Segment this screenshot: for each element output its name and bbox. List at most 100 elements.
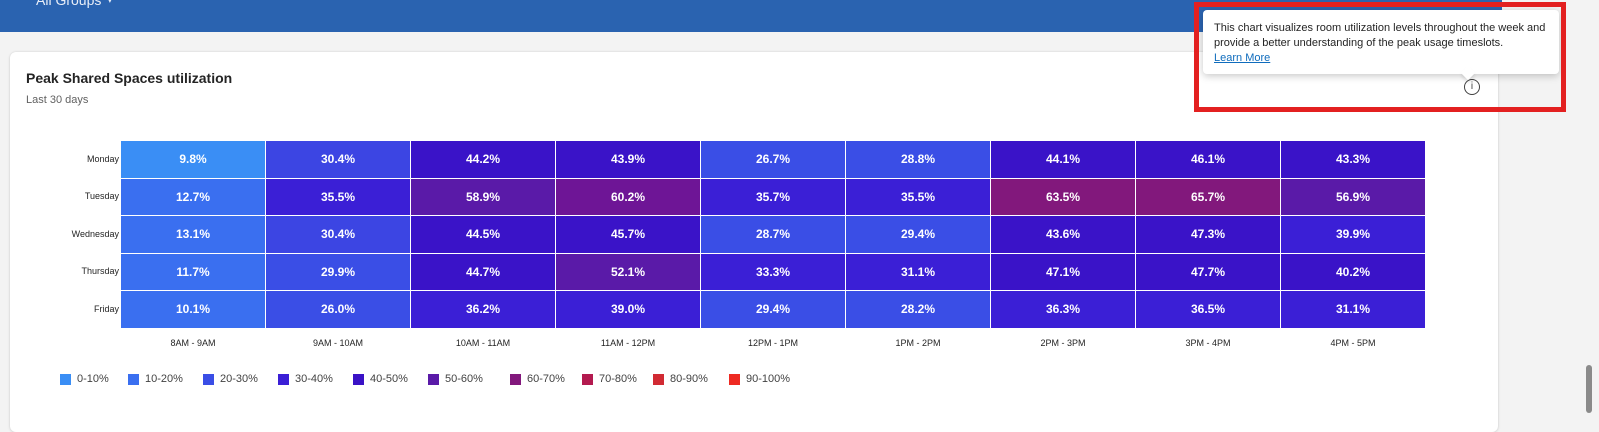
heatmap-cell[interactable]: 35.5% bbox=[846, 178, 990, 215]
legend-label: 20-30% bbox=[220, 373, 258, 385]
column-label: 9AM - 10AM bbox=[312, 337, 363, 348]
learn-more-link[interactable]: Learn More bbox=[1214, 52, 1271, 64]
heatmap-cell[interactable]: 39.0% bbox=[556, 291, 700, 328]
legend-label: 40-50% bbox=[370, 373, 408, 385]
legend-item[interactable]: 0-10% bbox=[60, 373, 109, 385]
card-title: Peak Shared Spaces utilization bbox=[26, 70, 233, 86]
row-label-thursday: Thursday bbox=[81, 266, 119, 277]
legend-swatch bbox=[278, 373, 289, 385]
legend-label: 30-40% bbox=[295, 373, 333, 385]
info-icon[interactable]: i bbox=[1464, 79, 1480, 95]
heatmap-cell[interactable]: 33.3% bbox=[701, 253, 845, 290]
row-label-tuesday: Tuesday bbox=[84, 191, 119, 202]
heatmap-cell[interactable]: 30.4% bbox=[266, 141, 410, 178]
group-selector-label: All Groups bbox=[36, 0, 102, 8]
heatmap-cell[interactable]: 40.2% bbox=[1281, 253, 1425, 290]
heatmap-cell[interactable]: 26.7% bbox=[701, 141, 845, 178]
legend-swatch bbox=[203, 373, 214, 385]
heatmap-cell[interactable]: 36.5% bbox=[1136, 291, 1280, 328]
heatmap-cell[interactable]: 36.2% bbox=[411, 291, 555, 328]
column-label: 4PM - 5PM bbox=[1330, 337, 1376, 348]
heatmap-cell[interactable]: 28.7% bbox=[701, 216, 845, 253]
heatmap-cell[interactable]: 31.1% bbox=[1281, 291, 1425, 328]
heatmap-cell[interactable]: 65.7% bbox=[1136, 178, 1280, 215]
legend-swatch bbox=[653, 373, 664, 385]
heatmap-cell[interactable]: 28.2% bbox=[846, 291, 990, 328]
heatmap-cell[interactable]: 12.7% bbox=[121, 178, 265, 215]
heatmap-cell[interactable]: 47.7% bbox=[1136, 253, 1280, 290]
heatmap-cell[interactable]: 63.5% bbox=[991, 178, 1135, 215]
legend-label: 80-90% bbox=[670, 373, 708, 385]
heatmap-cell[interactable]: 60.2% bbox=[556, 178, 700, 215]
heatmap-cell[interactable]: 9.8% bbox=[121, 141, 265, 178]
heatmap-cell[interactable]: 56.9% bbox=[1281, 178, 1425, 215]
legend-label: 50-60% bbox=[445, 373, 483, 385]
heatmap-cell[interactable]: 43.9% bbox=[556, 141, 700, 178]
heatmap-cell[interactable]: 46.1% bbox=[1136, 141, 1280, 178]
heatmap-cell[interactable]: 52.1% bbox=[556, 253, 700, 290]
heatmap-cell[interactable]: 44.7% bbox=[411, 253, 555, 290]
heatmap-cell[interactable]: 44.5% bbox=[411, 216, 555, 253]
heatmap-cell[interactable]: 39.9% bbox=[1281, 216, 1425, 253]
heatmap-cell[interactable]: 44.1% bbox=[991, 141, 1135, 178]
row-label-monday: Monday bbox=[86, 153, 119, 164]
heatmap-cell[interactable]: 28.8% bbox=[846, 141, 990, 178]
tooltip-text: This chart visualizes room utilization l… bbox=[1214, 22, 1546, 49]
legend-item[interactable]: 90-100% bbox=[729, 373, 790, 385]
scrollbar-thumb[interactable] bbox=[1586, 365, 1592, 413]
info-tooltip: This chart visualizes room utilization l… bbox=[1203, 10, 1559, 81]
legend-swatch bbox=[582, 373, 593, 385]
heatmap-cell[interactable]: 31.1% bbox=[846, 253, 990, 290]
heatmap-cell[interactable]: 36.3% bbox=[991, 291, 1135, 328]
legend-swatch bbox=[428, 373, 439, 385]
legend-label: 0-10% bbox=[77, 373, 109, 385]
legend-item[interactable]: 80-90% bbox=[653, 373, 708, 385]
legend-label: 10-20% bbox=[145, 373, 183, 385]
legend-item[interactable]: 50-60% bbox=[428, 373, 483, 385]
heatmap-cell[interactable]: 26.0% bbox=[266, 291, 410, 328]
legend-swatch bbox=[60, 373, 71, 385]
column-label: 1PM - 2PM bbox=[895, 337, 941, 348]
heatmap-cell[interactable]: 29.9% bbox=[266, 253, 410, 290]
heatmap-cell[interactable]: 43.6% bbox=[991, 216, 1135, 253]
column-label: 2PM - 3PM bbox=[1040, 337, 1086, 348]
card-subtitle: Last 30 days bbox=[26, 94, 89, 106]
heatmap-cell[interactable]: 10.1% bbox=[121, 291, 265, 328]
heatmap-cell[interactable]: 29.4% bbox=[846, 216, 990, 253]
column-label: 10AM - 11AM bbox=[455, 337, 511, 348]
legend-label: 70-80% bbox=[599, 373, 637, 385]
utilization-card: Peak Shared Spaces utilization Last 30 d… bbox=[10, 52, 1498, 432]
legend-swatch bbox=[729, 373, 740, 385]
heatmap-cell[interactable]: 35.5% bbox=[266, 178, 410, 215]
legend-swatch bbox=[353, 373, 364, 385]
heatmap-cell[interactable]: 11.7% bbox=[121, 253, 265, 290]
column-label: 11AM - 12PM bbox=[600, 337, 656, 348]
heatmap-cell[interactable]: 44.2% bbox=[411, 141, 555, 178]
heatmap-cell[interactable]: 30.4% bbox=[266, 216, 410, 253]
legend-label: 60-70% bbox=[527, 373, 565, 385]
heatmap-cell[interactable]: 47.1% bbox=[991, 253, 1135, 290]
row-label-wednesday: Wednesday bbox=[71, 228, 119, 239]
row-label-friday: Friday bbox=[93, 303, 119, 314]
heatmap-cell[interactable]: 43.3% bbox=[1281, 141, 1425, 178]
heatmap-cell[interactable]: 35.7% bbox=[701, 178, 845, 215]
legend-item[interactable]: 20-30% bbox=[203, 373, 258, 385]
heatmap-cell[interactable]: 47.3% bbox=[1136, 216, 1280, 253]
column-label: 8AM - 9AM bbox=[170, 337, 216, 348]
legend-item[interactable]: 40-50% bbox=[353, 373, 408, 385]
column-label: 12PM - 1PM bbox=[747, 337, 798, 348]
heatmap-cell[interactable]: 29.4% bbox=[701, 291, 845, 328]
legend-item[interactable]: 70-80% bbox=[582, 373, 637, 385]
heatmap-cell[interactable]: 13.1% bbox=[121, 216, 265, 253]
legend-item[interactable]: 30-40% bbox=[278, 373, 333, 385]
chevron-down-icon: ▾ bbox=[107, 0, 113, 6]
legend-label: 90-100% bbox=[746, 373, 791, 385]
legend-swatch bbox=[510, 373, 521, 385]
group-selector[interactable]: All Groups ▾ bbox=[36, 0, 112, 8]
heatmap-cell[interactable]: 58.9% bbox=[411, 178, 555, 215]
legend-item[interactable]: 10-20% bbox=[128, 373, 183, 385]
legend-swatch bbox=[128, 373, 139, 385]
heatmap-cell[interactable]: 45.7% bbox=[556, 216, 700, 253]
legend-item[interactable]: 60-70% bbox=[510, 373, 565, 385]
column-label: 3PM - 4PM bbox=[1185, 337, 1231, 348]
